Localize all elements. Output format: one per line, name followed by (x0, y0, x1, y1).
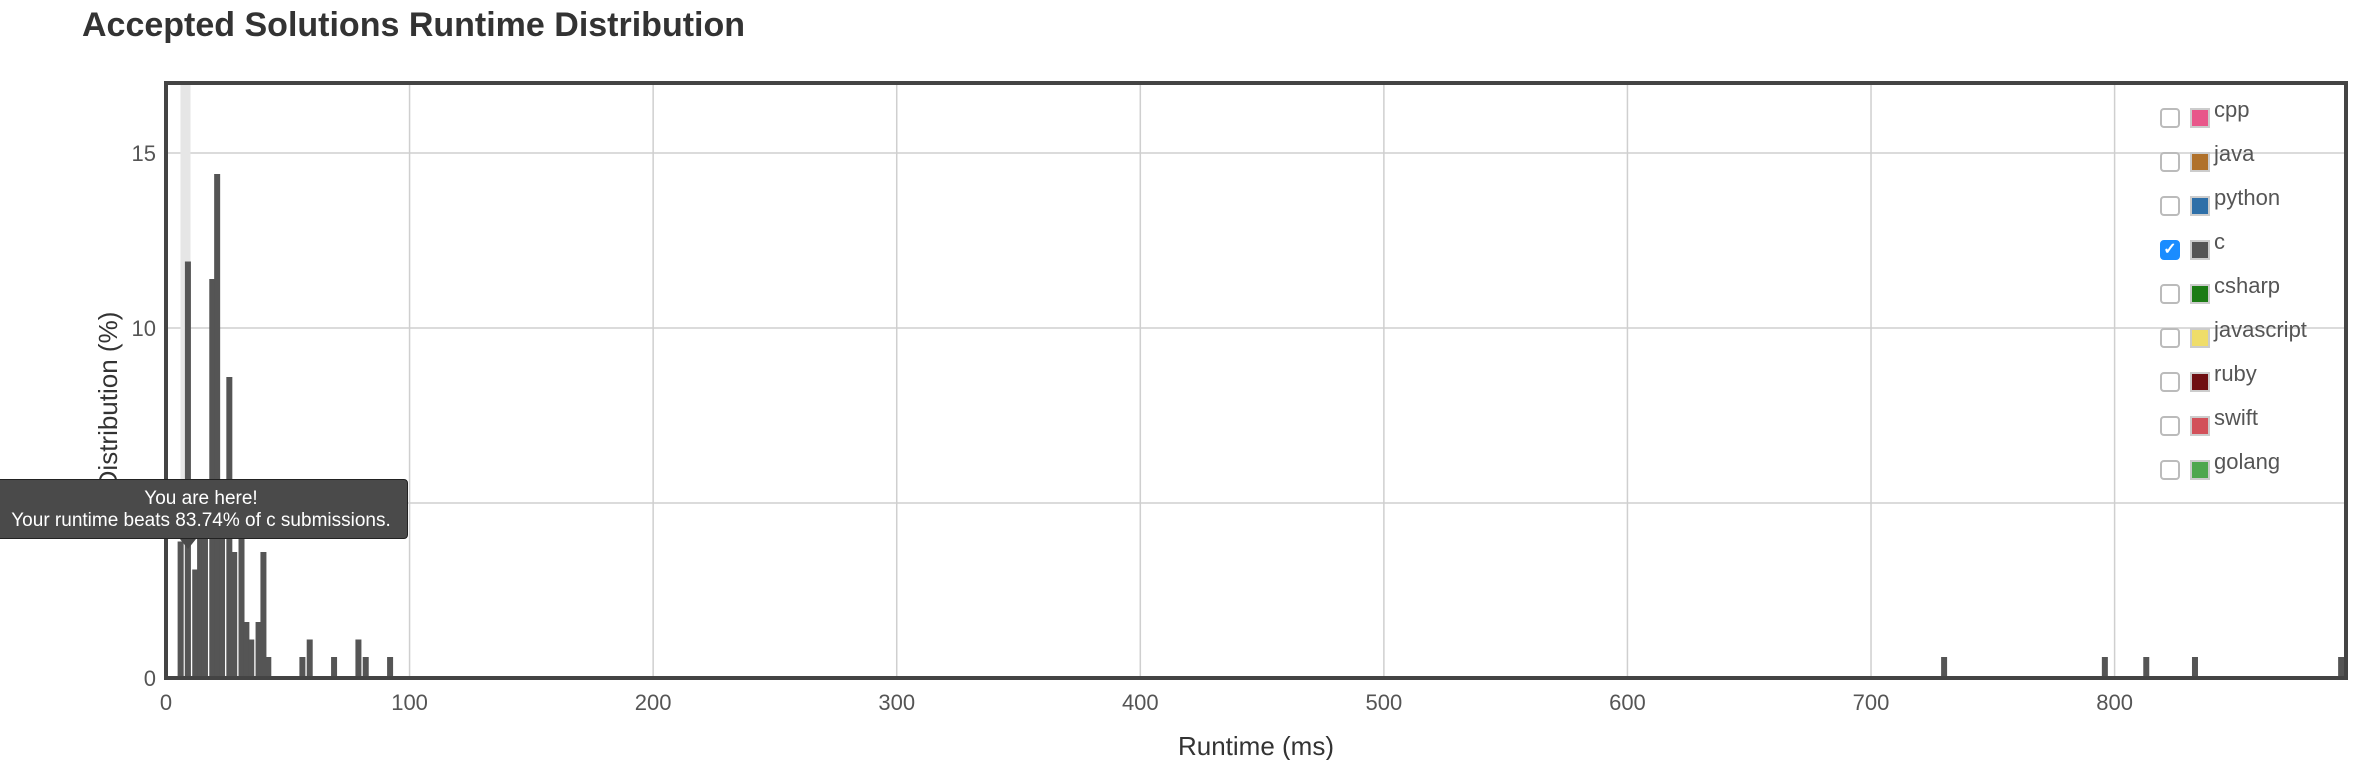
histogram-bar (306, 639, 313, 678)
x-axis-label: Runtime (ms) (1178, 731, 1334, 760)
legend-checkbox-c[interactable]: ✓ (2160, 240, 2180, 260)
histogram-bar (231, 552, 238, 678)
legend-checkbox-python[interactable] (2160, 196, 2180, 216)
x-tick-label: 800 (2096, 690, 2133, 715)
histogram-bar (355, 639, 362, 678)
histogram-bar (238, 527, 245, 678)
tooltip-message: Your runtime beats 83.74% of c submissio… (11, 510, 391, 531)
histogram-bar (201, 489, 208, 678)
legend-item-golang[interactable]: golang (2160, 448, 2307, 492)
histogram-bar (299, 657, 306, 678)
y-tick-label: 0 (144, 666, 156, 691)
legend-swatch-java (2190, 152, 2210, 172)
runtime-tooltip: You are here! Your runtime beats 83.74% … (0, 479, 408, 539)
legend-swatch-python (2190, 196, 2210, 216)
legend-item-java[interactable]: java (2160, 140, 2307, 184)
grid-layer (166, 83, 2346, 678)
histogram-bar (214, 174, 221, 678)
plot-frame (164, 81, 2348, 680)
legend-checkbox-swift[interactable] (2160, 416, 2180, 436)
histogram-bar (2191, 657, 2198, 678)
histogram-bar (265, 657, 272, 678)
legend-item-cpp[interactable]: cpp (2160, 96, 2307, 140)
x-tick-label: 700 (1853, 690, 1890, 715)
histogram-bar (362, 657, 369, 678)
y-tick-label: 15 (132, 141, 156, 166)
tooltip-title: You are here! (144, 488, 258, 509)
histogram-bar (260, 552, 267, 678)
legend-item-csharp[interactable]: csharp (2160, 272, 2307, 316)
histogram-bar (255, 622, 262, 678)
histogram-bar (184, 261, 191, 678)
legend-swatch-swift (2190, 416, 2210, 436)
legend-label: python (2214, 185, 2281, 210)
legend-label: csharp (2214, 273, 2281, 298)
y-axis-label: Distribution (%) (93, 312, 123, 490)
legend-swatch-javascript (2190, 328, 2210, 348)
histogram-bar (2143, 657, 2150, 678)
chart-legend: cpp java python ✓ c csharp javascript ruby swift… (2160, 96, 2307, 492)
legend-item-ruby[interactable]: ruby (2160, 360, 2307, 404)
histogram-bar (248, 639, 255, 678)
legend-checkbox-cpp[interactable] (2160, 108, 2180, 128)
legend-checkbox-java[interactable] (2160, 152, 2180, 172)
legend-label: golang (2214, 449, 2281, 474)
histogram-bar (192, 569, 199, 678)
legend-item-javascript[interactable]: javascript (2160, 316, 2307, 360)
histogram-bar (243, 622, 250, 678)
histogram-bar (387, 657, 394, 678)
histogram-bar (197, 527, 204, 678)
histogram-bar (2338, 657, 2345, 678)
legend-label: cpp (2214, 97, 2250, 122)
legend-swatch-csharp (2190, 284, 2210, 304)
histogram-bar (209, 279, 216, 678)
histogram-bar (2101, 657, 2108, 678)
histogram-bar (1941, 657, 1948, 678)
legend-label: swift (2214, 405, 2258, 430)
legend-item-swift[interactable]: swift (2160, 404, 2307, 448)
x-tick-label: 400 (1122, 690, 1159, 715)
x-tick-label: 200 (635, 690, 672, 715)
legend-label: c (2214, 229, 2225, 254)
x-tick-label: 300 (878, 690, 915, 715)
tooltip-arrow (180, 539, 196, 549)
legend-swatch-cpp (2190, 108, 2210, 128)
legend-checkbox-golang[interactable] (2160, 460, 2180, 480)
histogram-bar (331, 657, 338, 678)
legend-swatch-c (2190, 240, 2210, 260)
x-tick-label: 100 (391, 690, 428, 715)
legend-checkbox-csharp[interactable] (2160, 284, 2180, 304)
histogram-bar (177, 541, 184, 678)
legend-swatch-ruby (2190, 372, 2210, 392)
legend-checkbox-ruby[interactable] (2160, 372, 2180, 392)
legend-label: java (2214, 141, 2255, 166)
legend-item-python[interactable]: python (2160, 184, 2307, 228)
x-tick-label: 600 (1609, 690, 1646, 715)
legend-label: ruby (2214, 361, 2257, 386)
x-tick-label: 500 (1366, 690, 1403, 715)
y-tick-label: 10 (132, 316, 156, 341)
page-title: Accepted Solutions Runtime Distribution (82, 6, 746, 44)
axes-layer: 0 100 200 300 400 500 600 700 800 0 10 15 (132, 81, 2348, 715)
histogram-bar (219, 482, 226, 678)
x-tick-label: 0 (160, 690, 172, 715)
legend-swatch-golang (2190, 460, 2210, 480)
legend-checkbox-javascript[interactable] (2160, 328, 2180, 348)
bars-layer (177, 174, 2345, 678)
legend-label: javascript (2214, 317, 2307, 342)
legend-item-c[interactable]: ✓ c (2160, 228, 2307, 272)
